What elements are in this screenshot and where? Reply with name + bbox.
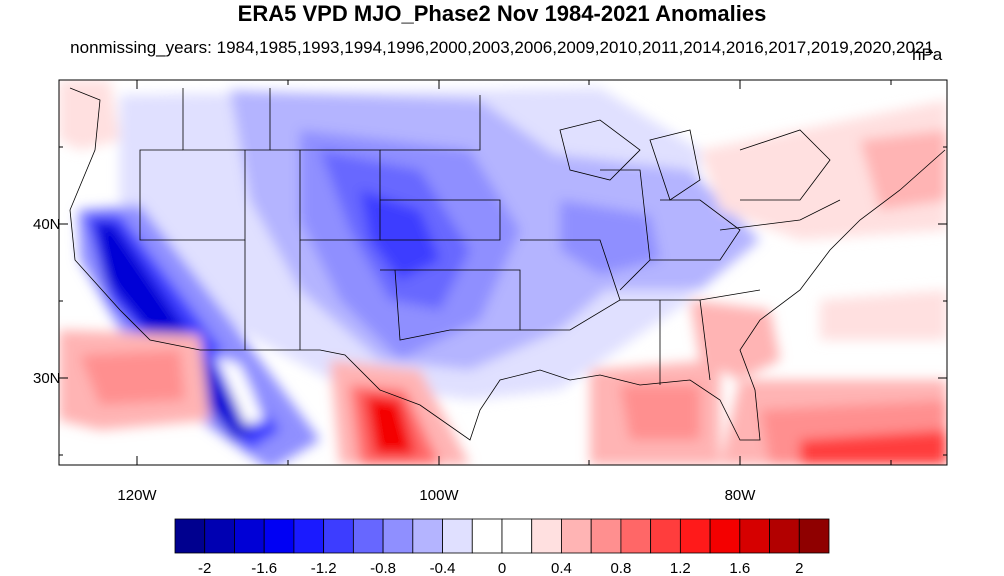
colorbar-swatch [501,518,533,554]
colorbar-tick-label: 1.6 [729,560,750,576]
colorbar-labels: -2 -1.6 -1.2 -0.8 -0.4 0 0.4 0.8 1.2 1.6 2 [198,560,803,576]
map-subtitle: nonmissing_years: 1984,1985,1993,1994,19… [70,38,934,57]
colorbar-swatch [323,518,354,554]
colorbar-tick-label: -0.8 [370,560,396,576]
colorbar-swatch [531,518,562,554]
colorbar-tick-label: 2 [795,560,803,576]
boundaries [69,87,946,441]
colorbar-tick-label: 0.8 [610,560,631,576]
colorbar-swatch [709,518,741,554]
colorbar-tick-label: -1.6 [251,560,277,576]
map-title: ERA5 VPD MJO_Phase2 Nov 1984-2021 Anomal… [237,1,767,26]
lon-label-100w: 100W [419,487,459,504]
colorbar-swatch [769,518,800,554]
colorbar-swatch [561,518,592,554]
lat-label-30n: 30N [33,370,61,387]
map-frame [58,79,948,466]
colorbar-swatch [620,518,652,554]
colorbar-swatch [471,518,503,554]
colorbar-tick-label: 0.4 [551,560,572,576]
units-label: hPa [912,45,943,64]
axis-ticks [59,80,947,465]
colorbar-swatch [412,518,443,554]
colorbar-swatch [204,518,235,554]
anomaly-field [59,80,947,465]
colorbar-swatch [442,518,473,554]
colorbar-swatch [798,518,830,554]
colorbar [174,518,830,554]
colorbar-swatch [590,518,622,554]
lon-label-120w: 120W [117,487,157,504]
colorbar-swatch [650,518,681,554]
colorbar-swatch [352,518,384,554]
colorbar-swatch [263,518,295,554]
lat-label-40n: 40N [33,216,61,233]
colorbar-swatch [382,518,414,554]
colorbar-swatch [739,518,770,554]
colorbar-swatch [679,518,711,554]
colorbar-swatch [174,518,206,554]
colorbar-tick-label: -2 [198,560,211,576]
colorbar-swatch [234,518,265,554]
colorbar-tick-label: -1.2 [311,560,337,576]
lon-label-80w: 80W [725,487,757,504]
colorbar-swatch [293,518,325,554]
colorbar-tick-label: -0.4 [430,560,456,576]
colorbar-tick-label: 1.2 [670,560,691,576]
colorbar-tick-label: 0 [498,560,506,576]
